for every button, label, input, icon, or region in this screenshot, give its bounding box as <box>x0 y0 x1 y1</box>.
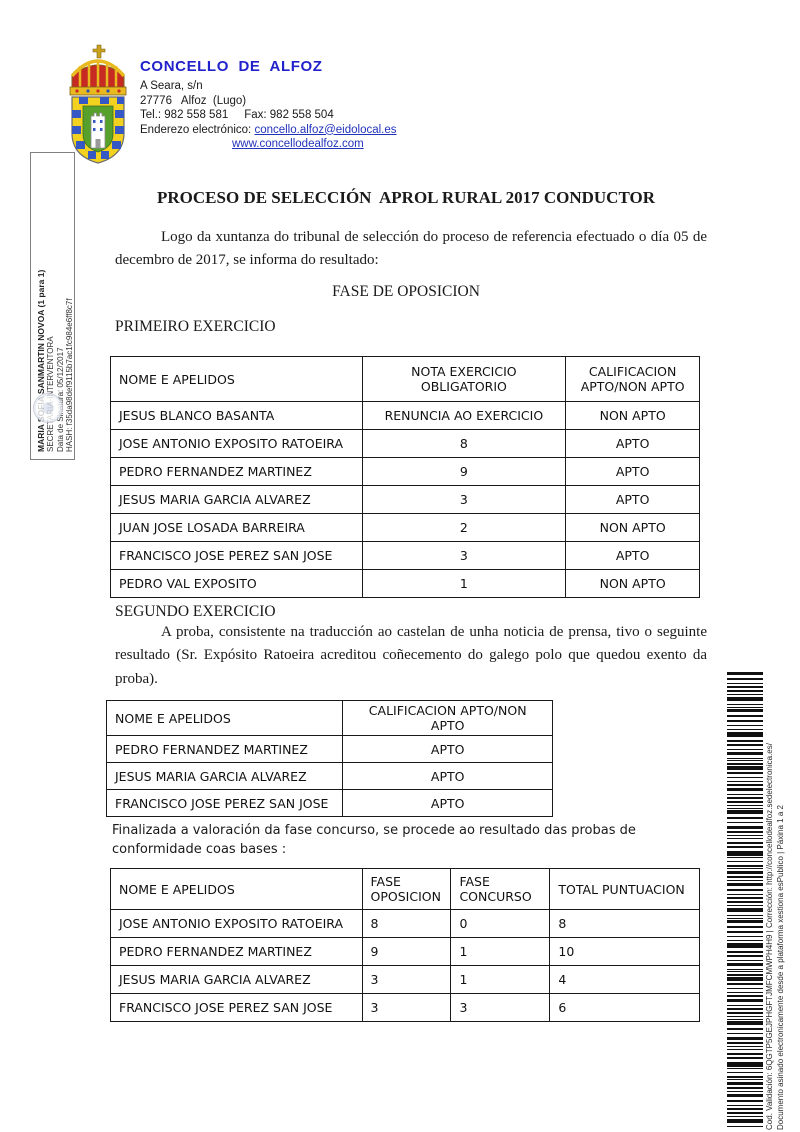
table-cell: APTO <box>565 457 700 486</box>
table-cell: 8 <box>361 909 452 938</box>
table-cell: 3 <box>361 965 452 994</box>
table-cell: JESUS MARIA GARCIA ALVAREZ <box>105 762 344 790</box>
table-row: JOSE ANTONIO EXPOSITO RATOEIRA 8 APTO <box>110 429 700 458</box>
table-cell: 1 <box>450 937 551 966</box>
table-cell: JUAN JOSE LOSADA BARREIRA <box>110 513 363 542</box>
table-header-row: NOME E APELIDOS CALIFICACION APTO/NON APT… <box>105 700 553 736</box>
table-cell: 8 <box>361 429 567 458</box>
signature-hash: HASH: f35da98def9115b7ac1fc984e6ff8c7f <box>65 298 74 452</box>
table-cell: 3 <box>361 485 567 514</box>
table-cell: 3 <box>361 541 567 570</box>
website-link[interactable]: www.concellodealfoz.com <box>232 138 364 150</box>
email-link[interactable]: concello.alfoz@eidolocal.es <box>254 123 397 136</box>
table-cell: 0 <box>450 909 551 938</box>
column-header: FASE CONCURSO <box>450 868 551 910</box>
column-header: NOME E APELIDOS <box>110 868 363 910</box>
column-header: TOTAL PUNTUACION <box>549 868 700 910</box>
table-row: PEDRO VAL EXPOSITO 1 NON APTO <box>110 569 700 598</box>
table-segundo-exercicio: NOME E APELIDOS CALIFICACION APTO/NON APT… <box>105 700 553 817</box>
official-seal-icon <box>33 393 63 423</box>
table-cell: 9 <box>361 937 452 966</box>
column-header: NOTA EXERCICIO OBLIGATORIO <box>361 356 567 402</box>
phase-heading: FASE DE OPOSICION <box>332 283 480 300</box>
concello-alfoz-crest-icon <box>69 44 127 164</box>
table-row: PEDRO FERNANDEZ MARTINEZ APTO <box>105 735 553 763</box>
table-cell: RENUNCIA AO EXERCICIO <box>361 401 567 430</box>
validation-code-line: Cod. Validación: 6QGTP5GEJPHGFTJMFCMWPH4… <box>765 743 774 1130</box>
section-segundo-heading: SEGUNDO EXERCICIO <box>115 603 276 620</box>
table-row: FRANCISCO JOSE PEREZ SAN JOSE 3 3 6 <box>110 993 700 1022</box>
email-label: Enderezo electrónico: <box>140 123 255 136</box>
table-cell: 3 <box>361 993 452 1022</box>
letterhead: CONCELLO DE ALFOZ A Seara, s/n 27776 Alf… <box>140 58 440 152</box>
table-row: PEDRO FERNANDEZ MARTINEZ 9 1 10 <box>110 937 700 966</box>
table-row: JESUS BLANCO BASANTA RENUNCIA AO EXERCICI… <box>110 401 700 430</box>
table-cell: FRANCISCO JOSE PEREZ SAN JOSE <box>110 993 363 1022</box>
column-header: CALIFICACION APTO/NON APTO <box>565 356 700 402</box>
column-header: NOME E APELIDOS <box>110 356 363 402</box>
table-row: JESUS MARIA GARCIA ALVAREZ 3 APTO <box>110 485 700 514</box>
table-cell: JOSE ANTONIO EXPOSITO RATOEIRA <box>110 909 363 938</box>
table-row: FRANCISCO JOSE PEREZ SAN JOSE APTO <box>105 789 553 817</box>
table-cell: JESUS MARIA GARCIA ALVAREZ <box>110 485 363 514</box>
table-primeiro-exercicio: NOME E APELIDOS NOTA EXERCICIO OBLIGATORI… <box>110 356 700 598</box>
validation-platform-line: Documento asinado electronicamente desde… <box>776 805 785 1130</box>
table-cell: FRANCISCO JOSE PEREZ SAN JOSE <box>105 789 344 817</box>
table-header-row: NOME E APELIDOS NOTA EXERCICIO OBLIGATORI… <box>110 356 700 402</box>
table-row: JUAN JOSE LOSADA BARREIRA 2 NON APTO <box>110 513 700 542</box>
table-cell: FRANCISCO JOSE PEREZ SAN JOSE <box>110 541 363 570</box>
table-cell: 9 <box>361 457 567 486</box>
table-row: JESUS MARIA GARCIA ALVAREZ APTO <box>105 762 553 790</box>
table-cell: 4 <box>549 965 700 994</box>
table-cell: 1 <box>450 965 551 994</box>
section-primeiro-heading: PRIMEIRO EXERCICIO <box>115 318 276 335</box>
address-line-1: A Seara, s/n <box>140 80 203 92</box>
table-cell: APTO <box>342 735 553 763</box>
table-cell: 10 <box>549 937 700 966</box>
intro-paragraph: Logo da xuntanza do tribunal de selecció… <box>115 229 707 269</box>
org-name: CONCELLO DE ALFOZ <box>140 58 323 75</box>
validation-barcode-icon <box>727 672 763 1130</box>
table-cell: JOSE ANTONIO EXPOSITO RATOEIRA <box>110 429 363 458</box>
website-line: www.concellodealfoz.com <box>232 137 440 152</box>
table-cell: APTO <box>342 762 553 790</box>
phone-fax-line: Tel.: 982 558 581 Fax: 982 558 504 <box>140 109 334 121</box>
table-header-row: NOME E APELIDOS FASE OPOSICION FASE CONCUR… <box>110 868 700 910</box>
table-cell: PEDRO FERNANDEZ MARTINEZ <box>110 457 363 486</box>
validation-strip-text: Cod. Validación: 6QGTP5GEJPHGFTJMFCMWPH4… <box>764 670 786 1130</box>
address-line-2: 27776 Alfoz (Lugo) <box>140 94 247 107</box>
table-cell: JESUS MARIA GARCIA ALVAREZ <box>110 965 363 994</box>
table-row: PEDRO FERNANDEZ MARTINEZ 9 APTO <box>110 457 700 486</box>
table-row: JOSE ANTONIO EXPOSITO RATOEIRA 8 0 8 <box>110 909 700 938</box>
table-cell: NON APTO <box>565 513 700 542</box>
table-cell: NON APTO <box>565 401 700 430</box>
table-final-puntuacion: NOME E APELIDOS FASE OPOSICION FASE CONCUR… <box>110 868 700 1022</box>
table-cell: 2 <box>361 513 567 542</box>
email-line: Enderezo electrónico: concello.alfoz@eid… <box>140 123 440 138</box>
page-title: PROCESO DE SELECCIÓN APROL RURAL 2017 CO… <box>157 188 655 207</box>
table-cell: APTO <box>565 485 700 514</box>
column-header: FASE OPOSICION <box>361 868 452 910</box>
table-cell: 3 <box>450 993 551 1022</box>
segundo-paragraph: A proba, consistente na traducción ao ca… <box>115 624 707 687</box>
column-header: NOME E APELIDOS <box>105 700 344 736</box>
table-cell: PEDRO FERNANDEZ MARTINEZ <box>105 735 344 763</box>
table-row: FRANCISCO JOSE PEREZ SAN JOSE 3 APTO <box>110 541 700 570</box>
table-row: JESUS MARIA GARCIA ALVAREZ 3 1 4 <box>110 965 700 994</box>
table-cell: 6 <box>549 993 700 1022</box>
table-cell: PEDRO VAL EXPOSITO <box>110 569 363 598</box>
table-cell: 8 <box>549 909 700 938</box>
table-cell: APTO <box>565 541 700 570</box>
table-cell: PEDRO FERNANDEZ MARTINEZ <box>110 937 363 966</box>
table-cell: APTO <box>342 789 553 817</box>
table-cell: 1 <box>361 569 567 598</box>
table-cell: JESUS BLANCO BASANTA <box>110 401 363 430</box>
table-cell: NON APTO <box>565 569 700 598</box>
column-header: CALIFICACION APTO/NON APTO <box>342 700 553 736</box>
concurso-paragraph: Finalizada a valoración da fase concurso… <box>112 823 636 857</box>
table-cell: APTO <box>565 429 700 458</box>
